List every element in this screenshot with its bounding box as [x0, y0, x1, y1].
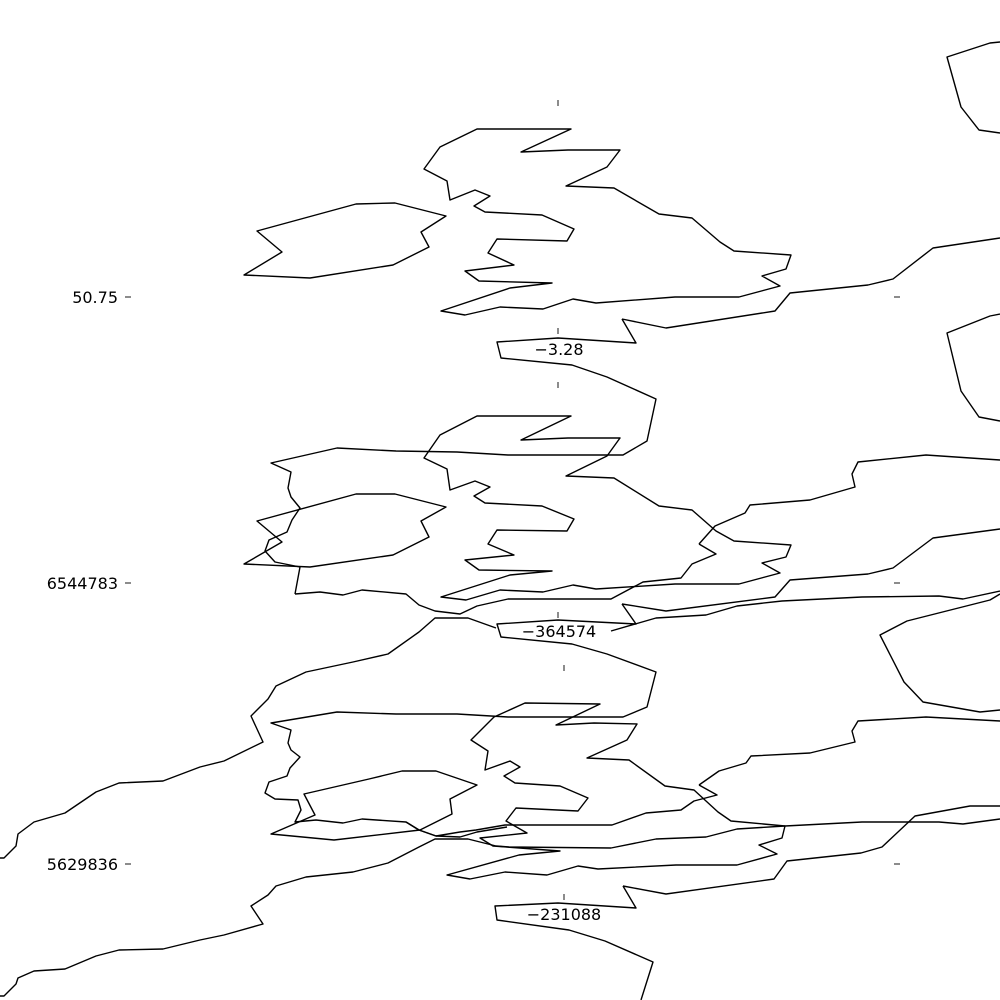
map-panel-top: 50.75 −3.28: [72, 41, 1000, 595]
continent-coast-top: [264, 318, 657, 595]
scandinavia-outline-middle: [946, 313, 1000, 422]
continent-coast-west: [0, 617, 497, 859]
y-axis-label-top: 50.75: [72, 288, 118, 307]
france-north-coast-middle: [610, 590, 1000, 632]
germany-coast-middle: [698, 454, 1000, 545]
ireland-outline: [243, 202, 447, 279]
y-axis-label-middle: 6544783: [47, 574, 118, 593]
benelux-coast-middle: [294, 543, 717, 615]
continent-coast-middle: [264, 603, 657, 838]
y-axis-label-bottom: 5629836: [47, 855, 118, 874]
continent-coast-middle-east: [621, 528, 1000, 612]
great-britain-outline: [446, 702, 786, 880]
continent-coast-bottom: [494, 885, 654, 1000]
x-axis-label-middle: −364574: [522, 622, 596, 641]
map-panel-bottom: 5629836 −231088: [0, 617, 1000, 1000]
continent-coast-west-lower: [0, 818, 1000, 997]
scandinavia-outline-top: [946, 41, 1000, 134]
continent-coast-bottom-east: [622, 805, 1000, 895]
benelux-coast-bottom: [405, 784, 718, 837]
ireland-outline: [270, 770, 478, 841]
ireland-outline: [243, 493, 447, 568]
continent-coast-east: [621, 237, 1000, 329]
great-britain-outline: [423, 415, 792, 601]
x-axis-label-bottom: −231088: [527, 905, 601, 924]
germany-coast-bottom: [698, 716, 1000, 786]
scandinavia-outline-lower: [879, 593, 1000, 713]
great-britain-outline: [423, 128, 792, 316]
map-panel-middle: 6544783 −364574: [47, 313, 1000, 838]
x-axis-label-top: −3.28: [534, 340, 583, 359]
